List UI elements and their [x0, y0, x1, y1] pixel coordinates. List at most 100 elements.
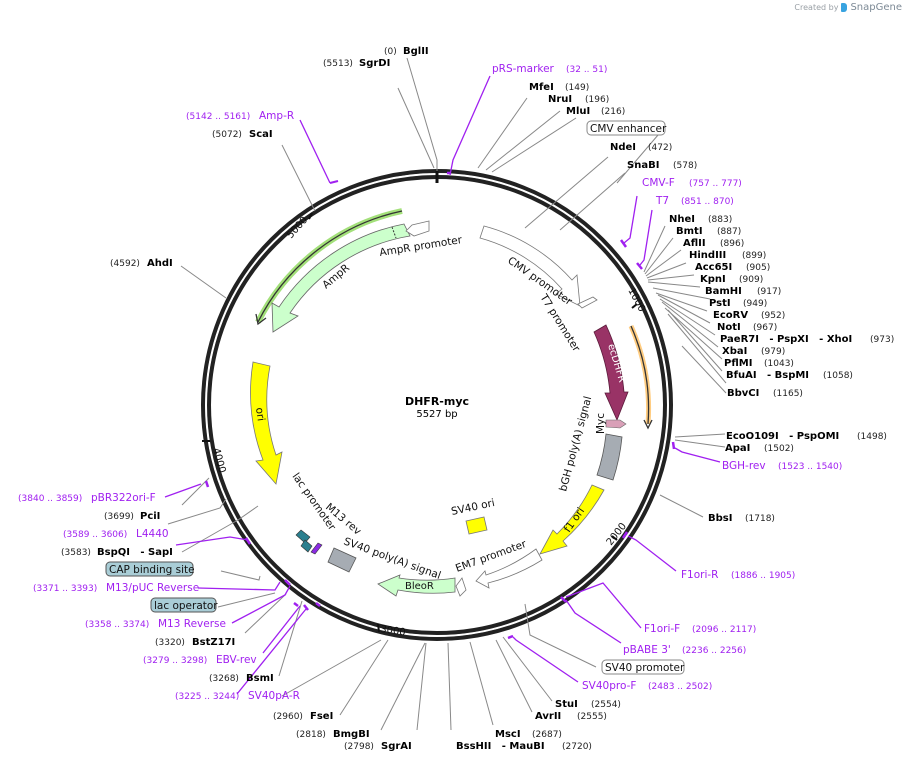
feature-ori[interactable]: ori	[250, 361, 283, 485]
label-sv40-ori: SV40 ori	[450, 497, 496, 518]
enzyme-paer7i-pspxi-xhoi[interactable]: PaeR7I - PspXI - XhoI (973)	[720, 334, 894, 345]
enzyme-bsshii-maubi[interactable]: BssHII - MauBI (2720)	[456, 741, 592, 752]
feature-ecdhfr[interactable]: ecDHFR	[593, 324, 629, 422]
svg-text:(917): (917)	[757, 287, 781, 297]
plasmid-name: DHFR-myc	[405, 395, 469, 408]
primer-sv40pro-f[interactable]: SV40pro-F (2483 .. 2502)	[582, 680, 712, 692]
svg-text:(3699): (3699)	[104, 512, 134, 522]
enzyme-xbai[interactable]: XbaI (979)	[722, 346, 785, 357]
tick-3000: 3000	[380, 624, 407, 638]
boxed-label-lac-operator[interactable]: lac operator	[150, 597, 218, 613]
enzyme-bspqi-sapi[interactable]: (3583) BspQI - SapI	[61, 547, 173, 558]
enzyme-ahdi[interactable]: (4592) AhdI	[110, 258, 173, 269]
primer-f1ori-r[interactable]: F1ori-R (1886 .. 1905)	[681, 569, 795, 581]
enzyme-fsei[interactable]: (2960) FseI	[273, 711, 333, 722]
svg-text:(2236 .. 2256): (2236 .. 2256)	[682, 646, 746, 656]
feature-f1-ori[interactable]: f1 ori	[539, 484, 605, 555]
svg-text:ApaI: ApaI	[725, 443, 750, 454]
svg-text:NdeI: NdeI	[610, 142, 636, 153]
enzyme-eco0109i-pspomi[interactable]: EcoO109I - PspOMI (1498)	[726, 431, 887, 442]
svg-text:(5072): (5072)	[212, 130, 242, 140]
enzyme-bbsi[interactable]: BbsI (1718)	[708, 513, 775, 524]
svg-text:(196): (196)	[585, 95, 609, 105]
svg-text:ScaI: ScaI	[249, 129, 273, 140]
primer-bgh-rev[interactable]: BGH-rev (1523 .. 1540)	[722, 460, 842, 472]
enzyme-msci[interactable]: MscI (2687)	[495, 729, 562, 740]
enzyme-bglii[interactable]: (0) BglII	[384, 46, 429, 57]
svg-text:SgrDI: SgrDI	[359, 58, 390, 69]
enzyme-hindiii[interactable]: HindIII (899)	[689, 250, 766, 261]
svg-text:(3371 .. 3393): (3371 .. 3393)	[33, 584, 97, 594]
svg-text:FseI: FseI	[310, 711, 333, 722]
primer-amp-r[interactable]: (5142 .. 5161) Amp-R	[186, 110, 294, 122]
primer-cmv-f[interactable]: CMV-F (757 .. 777)	[642, 177, 742, 189]
primer-ebv-rev[interactable]: (3279 .. 3298) EBV-rev	[143, 654, 257, 666]
snapgene-logo-icon	[841, 3, 848, 12]
label-sv40-polya: SV40 poly(A) signal	[342, 536, 442, 582]
enzyme-acc65i[interactable]: Acc65I (905)	[695, 262, 770, 273]
primer-m13-puc-reverse[interactable]: (3371 .. 3393) M13/pUC Reverse	[33, 582, 199, 594]
feature-bleor[interactable]: BleoR	[377, 574, 456, 597]
boxed-label-cap-binding-site[interactable]: CAP binding site	[105, 561, 195, 577]
enzyme-bbvci[interactable]: BbvCI (1165)	[727, 388, 803, 399]
primer-prs-marker[interactable]: pRS-marker (32 .. 51)	[492, 63, 607, 75]
svg-text:EcoO109I - PspOMI: EcoO109I - PspOMI	[726, 431, 839, 442]
enzyme-kpni[interactable]: KpnI (909)	[700, 274, 763, 285]
credit-prefix: Created by	[794, 3, 839, 12]
svg-text:BbsI: BbsI	[708, 513, 732, 524]
enzyme-ecorv[interactable]: EcoRV (952)	[713, 310, 785, 321]
svg-text:(5142 .. 5161): (5142 .. 5161)	[186, 112, 250, 122]
primer-pbr322ori-f[interactable]: (3840 .. 3859) pBR322ori-F	[18, 492, 156, 504]
enzyme-pcii[interactable]: (3699) PciI	[104, 511, 160, 522]
svg-text:lac operator: lac operator	[154, 600, 218, 612]
svg-text:M13/pUC Reverse: M13/pUC Reverse	[106, 582, 199, 594]
feature-sv40-ori[interactable]: SV40 ori	[450, 497, 496, 535]
feature-orf-green	[255, 208, 403, 326]
enzyme-bsmi[interactable]: (3268) BsmI	[209, 673, 274, 684]
enzyme-mlui[interactable]: MluI (216)	[566, 106, 625, 117]
primer-sv40pa-r[interactable]: (3225 .. 3244) SV40pA-R	[175, 690, 300, 702]
svg-text:NruI: NruI	[548, 94, 572, 105]
enzyme-sgrdi[interactable]: (5513) SgrDI	[323, 58, 390, 69]
enzyme-psti[interactable]: PstI (949)	[709, 298, 767, 309]
feature-sv40-polya[interactable]: SV40 poly(A) signal	[327, 536, 442, 582]
svg-text:(949): (949)	[743, 299, 767, 309]
enzyme-bmgbi[interactable]: (2818) BmgBI	[296, 729, 370, 740]
svg-text:(4592): (4592)	[110, 259, 140, 269]
enzyme-nhei[interactable]: NheI (883)	[669, 214, 732, 225]
enzyme-noti[interactable]: NotI (967)	[717, 322, 777, 333]
enzyme-ndei[interactable]: NdeI (472)	[610, 142, 672, 153]
boxed-label-sv40-promoter[interactable]: SV40 promoter	[601, 659, 685, 675]
enzyme-scai[interactable]: (5072) ScaI	[212, 129, 273, 140]
enzyme-stui[interactable]: StuI (2554)	[555, 699, 621, 710]
enzyme-bstz17i[interactable]: (3320) BstZ17I	[155, 637, 235, 648]
svg-text:AhdI: AhdI	[147, 258, 173, 269]
svg-text:T7: T7	[655, 195, 669, 207]
svg-text:CMV enhancer: CMV enhancer	[590, 123, 667, 135]
enzyme-pflmi[interactable]: PflMI (1043)	[724, 358, 794, 369]
enzyme-bamhi[interactable]: BamHI (917)	[705, 286, 781, 297]
enzyme-apai[interactable]: ApaI (1502)	[725, 443, 794, 454]
primer-f1ori-f[interactable]: F1ori-F (2096 .. 2117)	[644, 623, 756, 635]
enzyme-snabi[interactable]: SnaBI (578)	[627, 160, 697, 171]
enzyme-bfuai-bspmi[interactable]: BfuAI - BspMI (1058)	[726, 370, 853, 381]
feature-em7-promoter[interactable]: EM7 promoter	[454, 538, 543, 589]
primer-m13-reverse[interactable]: (3358 .. 3374) M13 Reverse	[85, 618, 226, 630]
enzyme-aflii[interactable]: AflII (896)	[683, 238, 744, 249]
primer-t7[interactable]: T7 (851 .. 870)	[655, 195, 734, 207]
feature-myc[interactable]: Myc	[595, 413, 627, 434]
enzyme-mfei[interactable]: MfeI (149)	[529, 82, 589, 93]
primer-l4440[interactable]: (3589 .. 3606) L4440	[63, 528, 169, 540]
enzyme-avrii[interactable]: AvrII (2555)	[535, 711, 607, 722]
enzyme-nrui[interactable]: NruI (196)	[548, 94, 609, 105]
enzyme-sgrai[interactable]: (2798) SgrAI	[344, 741, 412, 752]
feature-cmv-promoter[interactable]: CMV promoter	[479, 225, 581, 308]
primer-pbabe-3[interactable]: pBABE 3' (2236 .. 2256)	[623, 644, 746, 656]
svg-text:BfuAI - BspMI: BfuAI - BspMI	[726, 370, 809, 381]
enzyme-bmti[interactable]: BmtI (887)	[676, 226, 741, 237]
boxed-label-cmv-enhancer[interactable]: CMV enhancer	[586, 120, 667, 136]
svg-text:pBR322ori-F: pBR322ori-F	[91, 492, 156, 504]
svg-text:(1886 .. 1905): (1886 .. 1905)	[731, 571, 795, 581]
svg-text:(0): (0)	[384, 47, 397, 57]
svg-text:(3840 .. 3859): (3840 .. 3859)	[18, 494, 82, 504]
